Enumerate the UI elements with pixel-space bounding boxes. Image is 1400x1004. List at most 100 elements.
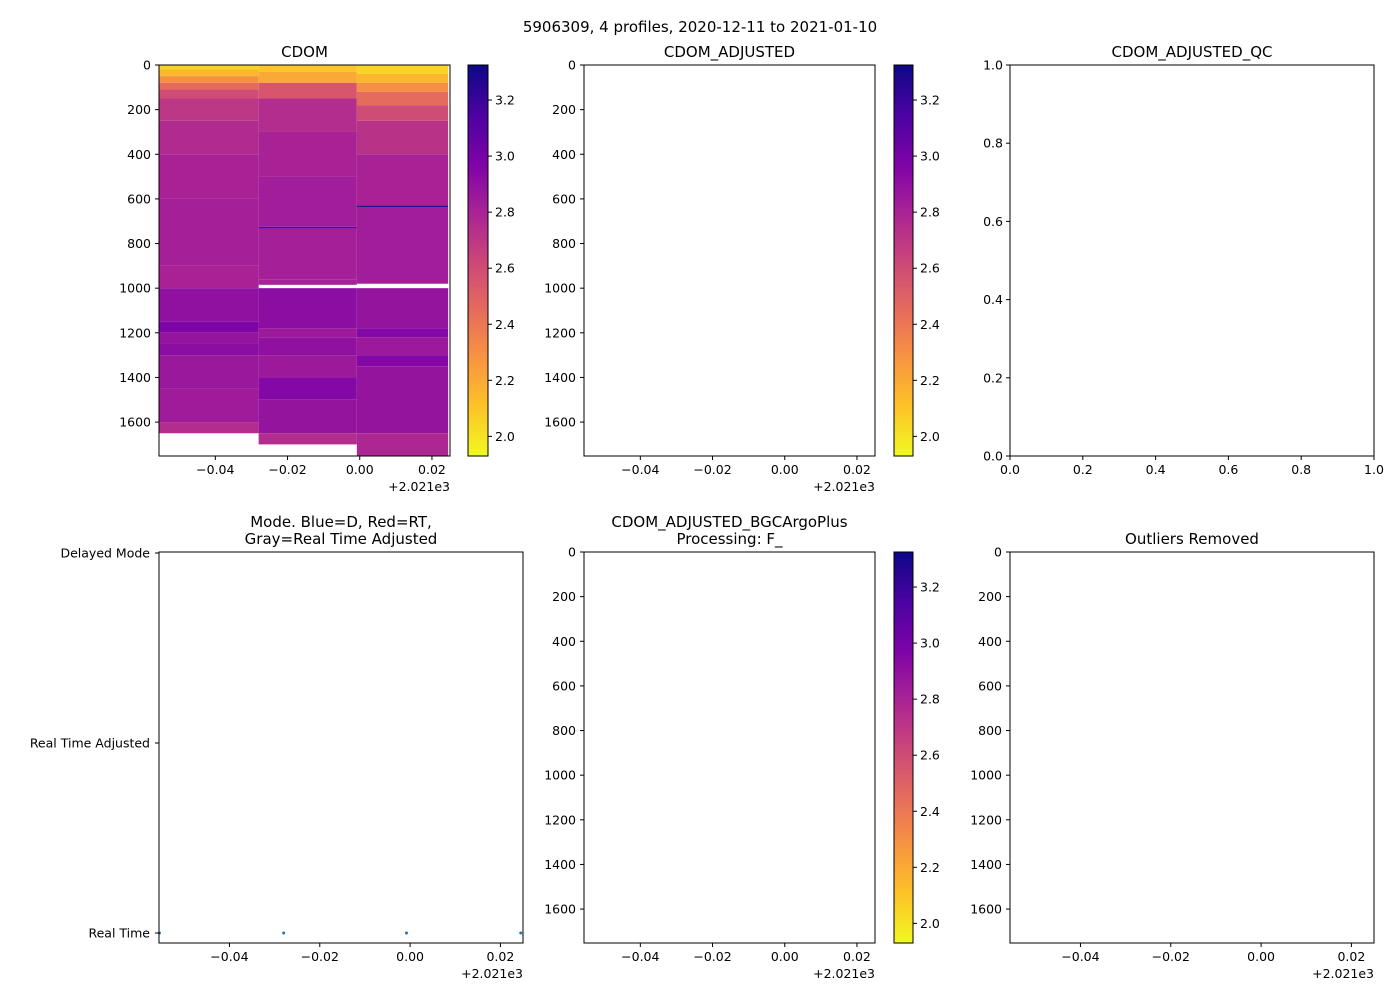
colorbar-segment	[894, 179, 913, 183]
colorbar-segment	[894, 120, 913, 125]
colorbar-segment	[894, 672, 913, 677]
colorbar-segment	[468, 104, 488, 108]
colorbar-segment	[894, 133, 913, 138]
colorbar-segment	[468, 335, 488, 340]
colorbar-segment	[894, 688, 913, 693]
colorbar-segment	[894, 195, 913, 200]
colorbar-segment	[894, 643, 913, 648]
colorbar-segment	[468, 267, 488, 271]
colorbar-segment	[894, 374, 913, 379]
x-offset-label: +2.021e3	[1312, 966, 1374, 981]
colorbar-segment	[894, 607, 913, 612]
x-tick-label: −0.02	[268, 462, 306, 477]
panel-cdom-adjusted: CDOM_ADJUSTED −0.04 −0.02 0.00 0.02 +2.021e3 0…	[544, 43, 940, 494]
colorbar-segment	[894, 881, 913, 885]
axes-frame	[158, 64, 451, 457]
colorbar-segment	[894, 341, 913, 346]
colorbar-segment	[894, 574, 913, 579]
colorbar-segment	[894, 649, 913, 654]
colorbar-segment	[468, 74, 488, 79]
y-tick-label: 0.4	[983, 292, 1003, 307]
colorbar-segment	[468, 237, 488, 242]
colorbar-tick-label: 3.0	[920, 636, 940, 651]
colorbar-segment	[894, 877, 913, 882]
colorbar-segment	[894, 361, 913, 366]
colorbar-segment	[894, 763, 913, 768]
colorbar-segment	[894, 139, 913, 144]
colorbar-segment	[468, 423, 488, 428]
colorbar-segment	[894, 571, 913, 576]
colorbar-segment	[894, 679, 913, 683]
heatmap-cell	[159, 120, 259, 155]
colorbar-segment	[468, 192, 488, 196]
y-tick-label: 600	[127, 191, 151, 206]
colorbar-segment	[468, 286, 488, 291]
heatmap-cell	[356, 337, 449, 356]
colorbar-segment	[894, 695, 913, 700]
colorbar-segment	[468, 315, 488, 320]
colorbar-segment	[894, 218, 913, 222]
x-tick-label: −0.02	[693, 949, 731, 964]
colorbar-segment	[894, 916, 913, 921]
colorbar-segment	[894, 390, 913, 395]
colorbar-segment	[894, 786, 913, 791]
x-tick-label: −0.04	[621, 462, 659, 477]
colorbar-segment	[894, 613, 913, 618]
colorbar-segment	[894, 659, 913, 664]
colorbar-segment	[468, 429, 488, 434]
colorbar-segment	[468, 436, 488, 441]
panel-title: CDOM_ADJUSTED_BGCArgoPlus	[611, 513, 847, 532]
colorbar-segment	[894, 263, 913, 268]
colorbar-segment	[468, 273, 488, 278]
colorbar-segment	[894, 253, 913, 258]
colorbar-segment	[894, 328, 913, 333]
colorbar-segment	[894, 156, 913, 161]
panel-title: CDOM	[281, 43, 328, 61]
y-tick-label: 0	[568, 58, 576, 73]
y-tick-label: 200	[127, 102, 151, 117]
colorbar-segment	[894, 68, 913, 73]
colorbar-segment	[894, 81, 913, 86]
heatmap-cell	[159, 321, 259, 333]
panel-title: Gray=Real Time Adjusted	[245, 530, 438, 548]
heatmap-cell	[356, 288, 449, 329]
colorbar-segment	[468, 214, 488, 219]
colorbar-segment	[468, 390, 488, 395]
x-tick-label: 0.02	[1337, 949, 1365, 964]
y-tick-label: Real Time Adjusted	[30, 736, 150, 751]
y-tick-label: 1600	[544, 902, 576, 917]
y-tick-label: Real Time	[88, 926, 150, 941]
heatmap-cell	[159, 69, 259, 77]
colorbar-segment	[894, 91, 913, 95]
colorbar-segment	[894, 338, 913, 343]
colorbar-tick-label: 2.2	[920, 373, 940, 388]
colorbar-segment	[894, 656, 913, 661]
colorbar-segment	[894, 900, 913, 905]
colorbar-tick-label: 2.8	[920, 205, 940, 220]
colorbar-segment	[468, 146, 488, 151]
colorbar-segment	[468, 332, 488, 337]
heatmap-cell	[159, 89, 259, 99]
colorbar-segment	[468, 280, 488, 284]
heatmap-cell	[159, 98, 259, 121]
colorbar-segment	[468, 283, 488, 288]
panel-title: Outliers Removed	[1125, 530, 1259, 548]
colorbar-tick-label: 2.2	[920, 860, 940, 875]
heatmap-cell	[258, 399, 357, 434]
colorbar-segment	[894, 701, 913, 706]
heatmap-cell	[356, 433, 449, 456]
y-tick-label: 600	[978, 678, 1002, 693]
heatmap-cell	[159, 355, 259, 389]
colorbar-tick-label: 2.0	[495, 429, 515, 444]
colorbar-segment	[468, 403, 488, 408]
colorbar-segment	[894, 776, 913, 781]
colorbar-segment	[468, 400, 488, 405]
colorbar-segment	[468, 130, 488, 135]
colorbar-tick-label: 2.0	[920, 916, 940, 931]
colorbar-segment	[894, 793, 913, 797]
colorbar-segment	[894, 578, 913, 582]
colorbar-segment	[468, 188, 488, 193]
colorbar-segment	[894, 100, 913, 105]
colorbar-segment	[894, 851, 913, 856]
colorbar-segment	[468, 201, 488, 206]
